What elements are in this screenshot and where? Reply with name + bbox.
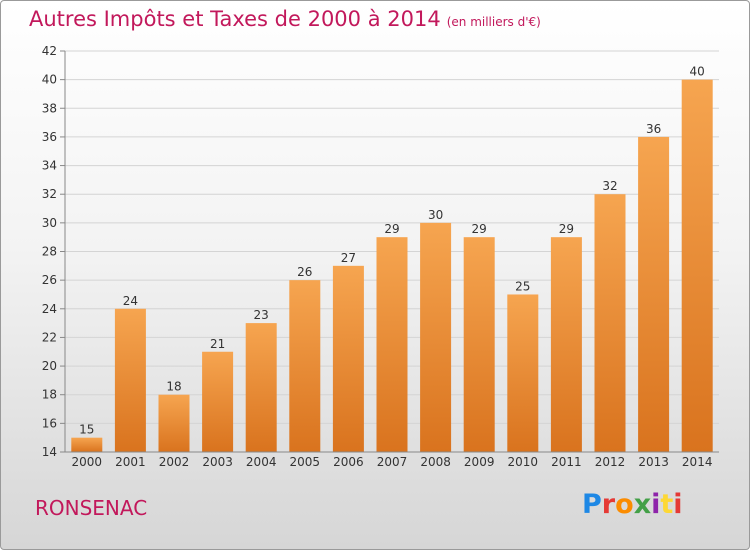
bar (158, 394, 190, 452)
proxiti-logo: Proxiti (582, 489, 683, 520)
chart-title-text: Autres Impôts et Taxes de 2000 à 2014 (29, 7, 441, 31)
logo-letter: o (615, 489, 634, 520)
y-tick-label: 42 (42, 44, 57, 58)
logo-letter: t (660, 489, 674, 520)
x-tick-label: 2009 (464, 455, 495, 469)
y-tick-label: 40 (42, 73, 57, 87)
chart-unit: (en milliers d'€) (446, 15, 541, 29)
x-tick-label: 2003 (202, 455, 233, 469)
x-tick-label: 2008 (420, 455, 451, 469)
y-tick-label: 26 (42, 273, 57, 287)
bar (550, 237, 582, 452)
y-tick-label: 16 (42, 416, 57, 430)
logo-letter: r (601, 489, 616, 520)
bar-value-label: 30 (428, 208, 443, 222)
bar (202, 351, 234, 452)
bar (376, 237, 408, 452)
y-tick-label: 34 (42, 159, 57, 173)
bar-value-label: 18 (166, 380, 181, 394)
bar (332, 265, 364, 452)
logo-letter: P (582, 489, 602, 520)
y-tick-label: 20 (42, 359, 57, 373)
x-tick-label: 2013 (638, 455, 669, 469)
bar-value-label: 15 (79, 423, 94, 437)
bar (594, 194, 626, 452)
bar (507, 294, 539, 452)
bar-value-label: 40 (690, 65, 705, 79)
logo-letter: i (651, 489, 661, 520)
bar-value-label: 29 (384, 222, 399, 236)
y-tick-label: 36 (42, 130, 57, 144)
x-tick-label: 2000 (72, 455, 103, 469)
bar-value-label: 24 (123, 294, 138, 308)
x-tick-label: 2004 (246, 455, 277, 469)
y-tick-label: 18 (42, 388, 57, 402)
bar-value-label: 26 (297, 265, 312, 279)
bar (245, 323, 277, 452)
bar-value-label: 23 (254, 308, 269, 322)
x-tick-label: 2014 (682, 455, 713, 469)
bar (71, 437, 103, 452)
bar-value-label: 32 (602, 179, 617, 193)
x-tick-label: 2006 (333, 455, 364, 469)
bar (289, 280, 321, 452)
x-tick-label: 2005 (290, 455, 321, 469)
x-tick-label: 2002 (159, 455, 190, 469)
x-tick-label: 2011 (551, 455, 582, 469)
chart-title: Autres Impôts et Taxes de 2000 à 2014 (en… (29, 7, 541, 31)
y-tick-label: 14 (42, 445, 57, 459)
x-tick-label: 2007 (377, 455, 408, 469)
bar (463, 237, 495, 452)
bar-value-label: 36 (646, 122, 661, 136)
bar (420, 222, 452, 452)
bar-value-label: 27 (341, 251, 356, 265)
bar (638, 136, 670, 452)
y-tick-label: 32 (42, 187, 57, 201)
y-tick-label: 38 (42, 101, 57, 115)
bar-value-label: 21 (210, 337, 225, 351)
x-tick-label: 2010 (508, 455, 539, 469)
bar-value-label: 29 (472, 222, 487, 236)
logo-letter: x (633, 489, 652, 520)
y-tick-label: 28 (42, 245, 57, 259)
x-tick-label: 2001 (115, 455, 146, 469)
y-tick-label: 22 (42, 330, 57, 344)
bar-value-label: 25 (515, 279, 530, 293)
logo-letter: i (673, 489, 683, 520)
y-tick-label: 30 (42, 216, 57, 230)
x-tick-label: 2012 (595, 455, 626, 469)
bar (114, 308, 146, 452)
bar-value-label: 29 (559, 222, 574, 236)
y-tick-label: 24 (42, 302, 57, 316)
bar (681, 79, 713, 453)
commune-name: RONSENAC (35, 496, 148, 520)
